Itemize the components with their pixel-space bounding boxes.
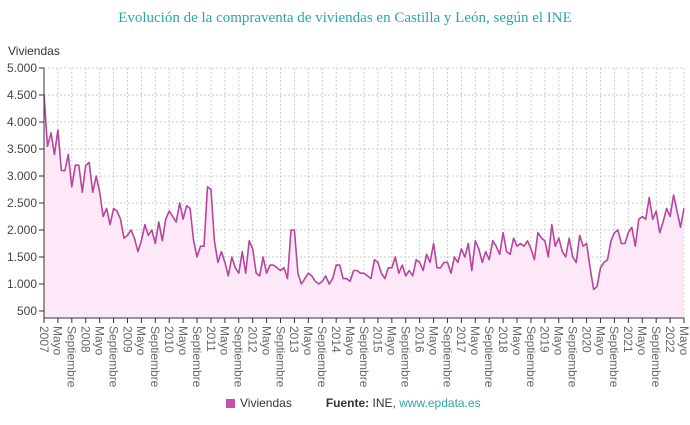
x-tick-label: 2019 <box>538 326 552 353</box>
legend-swatch <box>226 398 235 408</box>
legend-series-label[interactable]: Viviendas <box>240 396 292 410</box>
x-tick-label: Septiembre <box>482 326 496 388</box>
x-tick-label: Mayo <box>593 326 607 356</box>
source-link[interactable]: www.epdata.es <box>399 396 481 410</box>
x-tick-label: 2015 <box>371 326 385 353</box>
x-tick-label: Mayo <box>426 326 440 356</box>
x-tick-label: Mayo <box>176 326 190 356</box>
x-tick-label: Septiembre <box>440 326 454 388</box>
x-tick-label: 2014 <box>329 326 343 353</box>
x-tick-label: Septiembre <box>357 326 371 388</box>
x-tick-label: Mayo <box>51 326 65 356</box>
x-tick-label: Septiembre <box>565 326 579 388</box>
x-tick-label: Septiembre <box>399 326 413 388</box>
x-tick-label: 2007 <box>37 326 51 353</box>
x-tick-label: Septiembre <box>190 326 204 388</box>
source: Fuente: INE, www.epdata.es <box>326 396 481 410</box>
y-tick-label: 4.000 <box>7 115 37 129</box>
x-tick-label: 2012 <box>245 326 259 353</box>
legend: Viviendas Fuente: INE, www.epdata.es <box>226 396 481 410</box>
y-tick-label: 2.500 <box>7 196 37 210</box>
x-tick-label: Mayo <box>635 326 649 356</box>
x-tick-label: Septiembre <box>315 326 329 388</box>
y-tick-label: 1.000 <box>7 277 37 291</box>
x-tick-label: 2016 <box>412 326 426 353</box>
x-tick-label: 2011 <box>204 326 218 352</box>
x-tick-label: 2013 <box>287 326 301 353</box>
series-area <box>44 95 684 318</box>
y-tick-label: 5.000 <box>7 61 37 75</box>
x-tick-label: Septiembre <box>607 326 621 388</box>
y-tick-label: 4.500 <box>7 88 37 102</box>
x-tick-label: 2022 <box>663 326 677 353</box>
x-tick-label: Septiembre <box>232 326 246 388</box>
y-tick-label: 1.500 <box>7 250 37 264</box>
y-tick-label: 3.500 <box>7 142 37 156</box>
x-tick-label: Mayo <box>259 326 273 356</box>
y-tick-label: 3.000 <box>7 169 37 183</box>
x-tick-label: Mayo <box>677 326 690 356</box>
x-tick-label: 2009 <box>120 326 134 353</box>
y-axis-label: Viviendas <box>8 44 60 58</box>
x-tick-label: Mayo <box>552 326 566 356</box>
source-label: Fuente: <box>325 396 370 410</box>
x-tick-label: Mayo <box>510 326 524 356</box>
source-text: INE, <box>372 396 396 410</box>
x-tick-label: Mayo <box>468 326 482 356</box>
y-tick-label: 2.000 <box>7 223 37 237</box>
x-tick-label: Septiembre <box>65 326 79 388</box>
x-tick-label: 2018 <box>496 326 510 353</box>
x-tick-label: 2020 <box>579 326 593 353</box>
x-tick-label: Septiembre <box>524 326 538 388</box>
x-tick-label: Septiembre <box>649 326 663 388</box>
x-tick-label: Mayo <box>134 326 148 356</box>
x-tick-label: 2017 <box>454 326 468 353</box>
x-tick-label: Mayo <box>343 326 357 356</box>
x-tick-label: Mayo <box>301 326 315 356</box>
x-tick-label: Mayo <box>385 326 399 356</box>
x-tick-label: 2021 <box>621 326 635 353</box>
chart-title: Evolución de la compraventa de viviendas… <box>118 10 572 26</box>
x-tick-label: Septiembre <box>148 326 162 388</box>
x-tick-label: 2008 <box>79 326 93 353</box>
series-line <box>43 94 685 291</box>
y-tick-label: 500 <box>17 304 37 318</box>
x-tick-label: Mayo <box>92 326 106 356</box>
x-tick-label: Mayo <box>218 326 232 356</box>
x-tick-label: Septiembre <box>106 326 120 388</box>
x-tick-label: 2010 <box>162 326 176 353</box>
x-tick-label: Septiembre <box>273 326 287 388</box>
